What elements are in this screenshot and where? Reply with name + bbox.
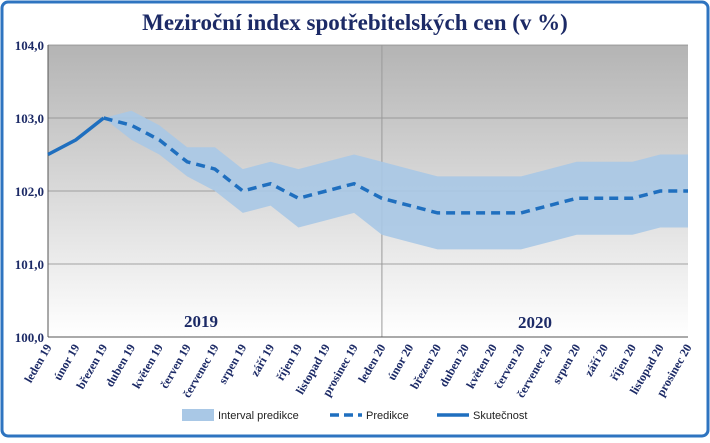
legend-label: Predikce bbox=[366, 410, 409, 422]
y-tick-label: 102,0 bbox=[15, 184, 44, 199]
y-tick-label: 104,0 bbox=[15, 38, 44, 53]
y-tick-label: 103,0 bbox=[15, 111, 44, 126]
legend-label: Interval predikce bbox=[218, 410, 299, 422]
prediction-band bbox=[103, 110, 689, 250]
legend-swatch bbox=[182, 409, 214, 421]
legend-label: Skutečnost bbox=[473, 410, 527, 422]
annotation: 2020 bbox=[518, 313, 552, 332]
chart-title: Meziroční index spotřebitelských cen (v … bbox=[142, 10, 568, 35]
line bbox=[103, 116, 688, 215]
y-tick-label: 100,0 bbox=[15, 330, 44, 345]
y-tick-label: 101,0 bbox=[15, 257, 44, 272]
line bbox=[47, 116, 105, 157]
annotation: 2019 bbox=[184, 312, 218, 331]
